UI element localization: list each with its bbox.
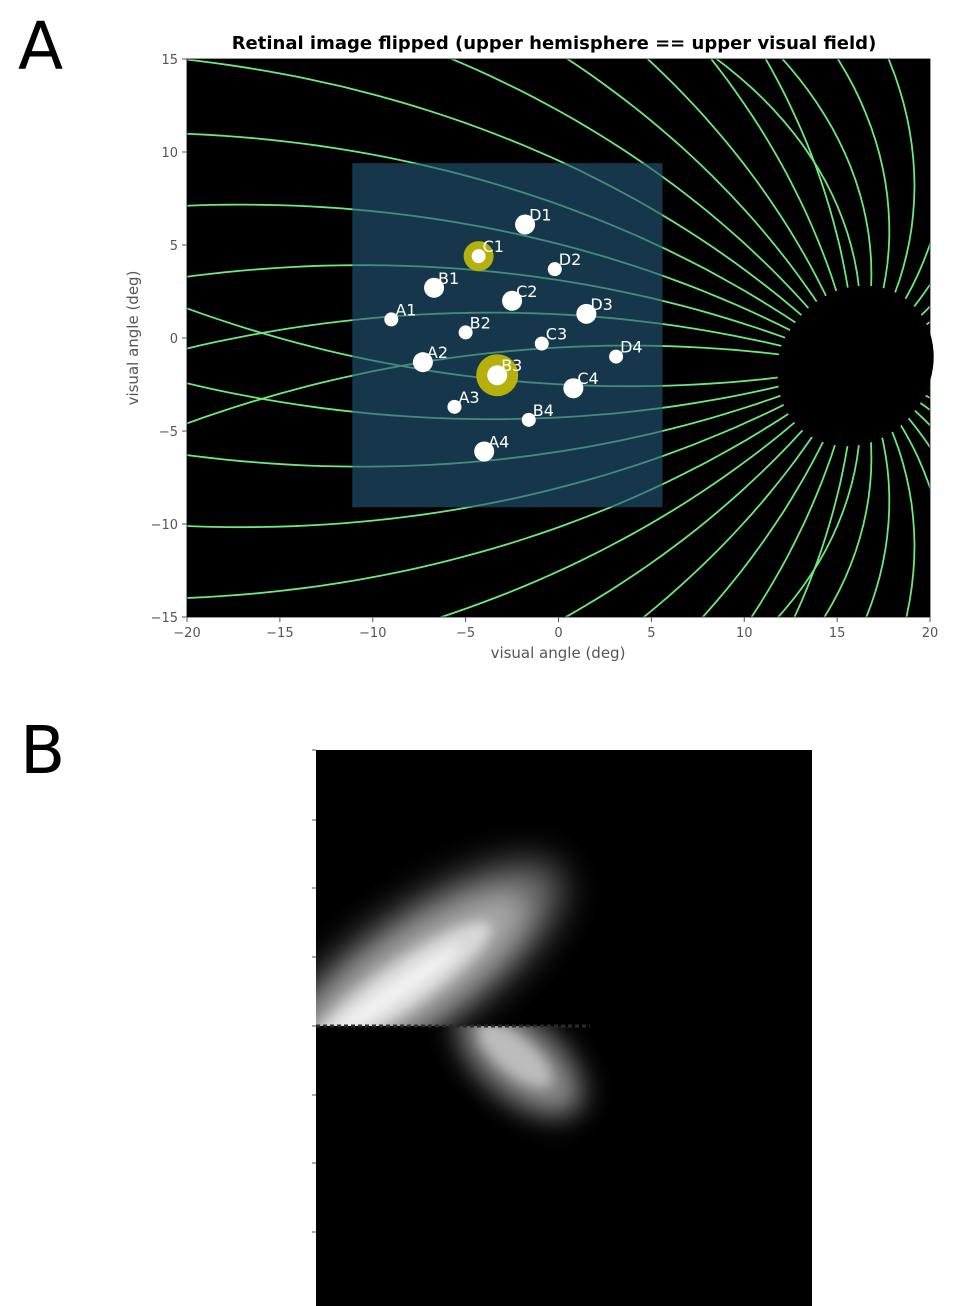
x-tick-label: 0 bbox=[554, 626, 562, 641]
axon-bundle-line bbox=[925, 332, 930, 338]
electrode-d4 bbox=[609, 349, 624, 364]
electrode-a2 bbox=[412, 352, 433, 373]
electrode-c2 bbox=[502, 290, 523, 311]
x-axis-label: visual angle (deg) bbox=[491, 644, 626, 662]
electrode-b2 bbox=[458, 325, 473, 340]
axon-bundle-line bbox=[187, 400, 791, 529]
y-tick-label: −10 bbox=[151, 518, 178, 533]
panel-label-a: A bbox=[18, 8, 64, 85]
x-tick-label: 10 bbox=[736, 626, 753, 641]
axon-bundle-line bbox=[187, 408, 797, 599]
axon-bundle-line bbox=[646, 59, 831, 304]
electrode-label: B4 bbox=[533, 401, 554, 420]
electrode-a4 bbox=[474, 441, 495, 462]
electrode-label: A4 bbox=[488, 432, 509, 451]
electrode-label: C4 bbox=[577, 369, 598, 388]
axon-bundle-line bbox=[929, 343, 930, 346]
axon-bundle-line bbox=[836, 59, 891, 304]
percept-blob-upper bbox=[316, 860, 564, 1026]
axon-bundle-line bbox=[710, 59, 841, 302]
axon-bundle-line bbox=[888, 425, 916, 617]
axon-bundle-line bbox=[777, 432, 861, 617]
electrode-label: A1 bbox=[395, 300, 416, 319]
electrode-d1 bbox=[515, 214, 536, 235]
y-tick-label: −5 bbox=[159, 425, 178, 440]
x-tick-label: −15 bbox=[266, 626, 293, 641]
electrode-d3 bbox=[576, 303, 597, 324]
electrode-c3 bbox=[534, 336, 549, 351]
electrode-c1 bbox=[471, 249, 486, 264]
retina-chart: Retinal image flipped (upper hemisphere … bbox=[124, 0, 972, 680]
y-tick-label: 15 bbox=[161, 53, 178, 68]
electrode-label: D1 bbox=[529, 206, 552, 225]
axon-bundle-line bbox=[187, 59, 804, 318]
panel-label-b: B bbox=[20, 712, 66, 789]
x-tick-label: 15 bbox=[829, 626, 846, 641]
axon-bundle-line bbox=[715, 59, 861, 300]
electrode-label: B1 bbox=[438, 269, 459, 288]
electrode-label: B3 bbox=[501, 356, 522, 375]
x-tick-label: 20 bbox=[922, 626, 939, 641]
axon-bundle-line bbox=[887, 59, 916, 307]
electrodes: A1 B1 C1 D1 A2 B2 C2 D2 A3 B3 C3 D3 A4 B4 C4 D4 bbox=[384, 206, 643, 462]
y-tick-label: 10 bbox=[161, 146, 178, 161]
axon-bundle-line bbox=[934, 370, 972, 680]
electrode-label: C3 bbox=[546, 325, 567, 344]
electrode-label: C1 bbox=[483, 237, 504, 256]
axon-bundle-line bbox=[764, 59, 851, 300]
y-tick-label: 0 bbox=[170, 332, 178, 347]
electrode-label: D2 bbox=[559, 250, 582, 269]
electrode-label: D4 bbox=[620, 338, 643, 357]
y-axis-label: visual angle (deg) bbox=[124, 271, 142, 406]
axon-bundle-line bbox=[642, 424, 821, 617]
optic-disc bbox=[777, 285, 934, 447]
electrode-label: B2 bbox=[470, 313, 491, 332]
electrode-label: A3 bbox=[458, 388, 479, 407]
percept-background bbox=[316, 750, 812, 1306]
x-tick-label: −20 bbox=[173, 626, 200, 641]
axon-bundle-line bbox=[934, 0, 972, 361]
chart-title: Retinal image flipped (upper hemisphere … bbox=[232, 33, 877, 54]
axon-bundle-line bbox=[823, 431, 873, 617]
percept-blob-lower bbox=[457, 1026, 583, 1117]
axon-bundle-line bbox=[781, 59, 873, 301]
electrode-d2 bbox=[547, 262, 562, 277]
electrode-a3 bbox=[447, 399, 462, 414]
axon-bundle-line bbox=[932, 0, 972, 353]
electrode-label: A2 bbox=[427, 343, 448, 362]
axon-bundle-line bbox=[701, 428, 831, 617]
electrode-a1 bbox=[384, 312, 399, 327]
electrode-b3 bbox=[487, 365, 508, 386]
percept-image-panel bbox=[312, 749, 812, 1306]
y-tick-label: 5 bbox=[170, 239, 178, 254]
x-tick-label: 5 bbox=[647, 626, 655, 641]
electrode-c4 bbox=[563, 378, 584, 399]
x-tick-label: −5 bbox=[456, 626, 475, 641]
implant-rectangle bbox=[352, 163, 663, 508]
axon-bundle-line bbox=[565, 59, 821, 308]
y-axis-ticks bbox=[312, 749, 316, 1233]
electrode-b4 bbox=[521, 412, 536, 427]
axon-bundle-line bbox=[449, 59, 812, 312]
axon-bundle-line bbox=[750, 430, 841, 617]
electrode-label: C2 bbox=[516, 282, 537, 301]
axon-bundle-line bbox=[793, 431, 851, 617]
electrode-label: D3 bbox=[590, 295, 613, 314]
axon-bundle-line bbox=[865, 428, 891, 617]
axon-bundle-line bbox=[564, 419, 812, 617]
electrode-b1 bbox=[424, 277, 445, 298]
x-tick-label: −10 bbox=[359, 626, 386, 641]
axon-bundle-line bbox=[438, 414, 804, 617]
y-tick-label: −15 bbox=[151, 611, 178, 626]
